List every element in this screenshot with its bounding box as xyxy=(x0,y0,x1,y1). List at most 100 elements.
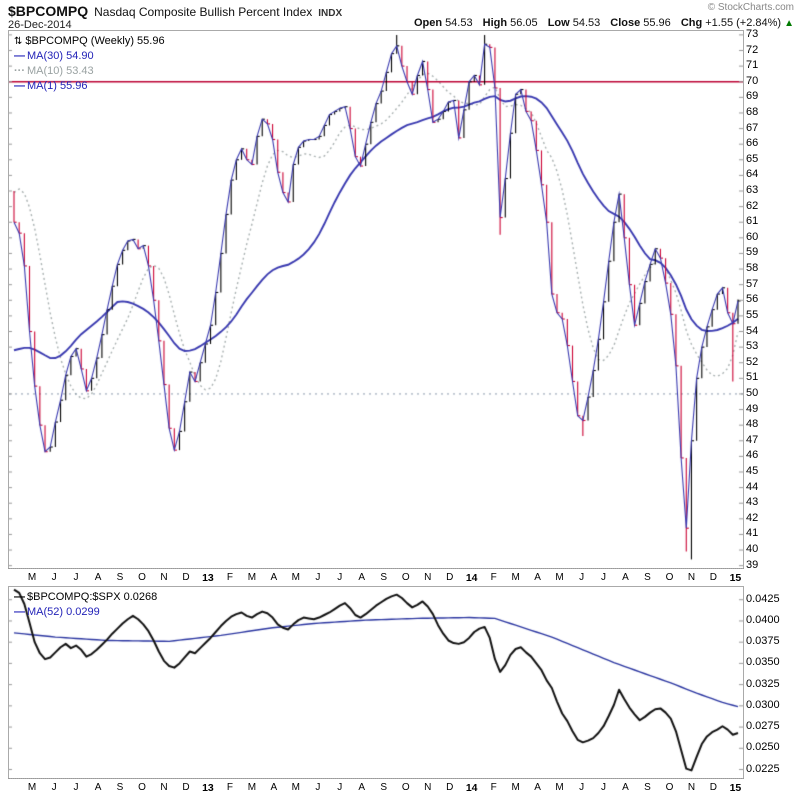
ratio-ytick-label: 0.0275 xyxy=(746,720,780,733)
main-ytick-label: 40 xyxy=(746,543,759,556)
month-tick-label: A xyxy=(358,572,366,583)
main-ytick-label: 45 xyxy=(746,464,759,477)
main-ytick-label: 67 xyxy=(746,121,759,134)
month-tick-label: F xyxy=(226,782,233,793)
ma10-label: MA(10) 53.43 xyxy=(27,65,94,77)
main-ytick-label: 53 xyxy=(746,340,759,353)
legend-series: ⇅ $BPCOMPQ (Weekly) 55.96 xyxy=(14,34,165,49)
month-tick-label: D xyxy=(709,782,718,793)
month-tick-label: A xyxy=(94,782,102,793)
main-ytick-label: 73 xyxy=(746,27,759,40)
main-ytick-label: 39 xyxy=(746,558,759,571)
main-ytick-label: 49 xyxy=(746,402,759,415)
month-tick-label: D xyxy=(182,782,190,793)
year-tick-label: 14 xyxy=(465,572,478,584)
main-ytick-label: 59 xyxy=(746,246,759,259)
month-tick-label: S xyxy=(380,782,388,793)
main-ytick-label: 54 xyxy=(746,324,759,337)
ratio-swatch-icon: — xyxy=(14,591,25,603)
high-label: High xyxy=(482,17,508,29)
main-ytick-label: 41 xyxy=(746,527,759,540)
ma10-swatch-icon: ··· xyxy=(14,65,25,77)
month-tick-label: S xyxy=(380,572,388,583)
month-tick-label: J xyxy=(73,572,79,583)
month-tick-label: S xyxy=(116,572,124,583)
main-ytick-label: 48 xyxy=(746,418,759,431)
month-tick-label: N xyxy=(160,782,168,793)
change-up-triangle-icon: ▲ xyxy=(784,18,794,29)
main-ytick-label: 50 xyxy=(746,386,759,399)
month-tick-label: J xyxy=(601,572,607,583)
ratio-ytick-label: 0.0225 xyxy=(746,762,780,775)
month-tick-label: J xyxy=(579,572,585,583)
main-ytick-label: 62 xyxy=(746,199,759,212)
ratio-chart-canvas xyxy=(8,586,744,779)
month-tick-label: A xyxy=(534,782,541,793)
month-tick-label: J xyxy=(315,572,321,583)
low-label: Low xyxy=(547,17,570,29)
month-tick-label: O xyxy=(665,572,674,583)
month-tick-label: D xyxy=(446,782,454,793)
ratio-chart-legend: — $BPCOMPQ:$SPX 0.0268 — MA(52) 0.0299 xyxy=(14,590,157,620)
ratio-ytick-label: 0.0425 xyxy=(746,592,780,605)
ma52-swatch-icon: — xyxy=(14,606,25,618)
main-chart-legend: ⇅ $BPCOMPQ (Weekly) 55.96 — MA(30) 54.90 ·… xyxy=(14,34,165,94)
month-tick-label: M xyxy=(27,572,37,583)
ma1-swatch-icon: — xyxy=(14,80,25,92)
month-tick-label: A xyxy=(94,572,102,583)
month-tick-label: F xyxy=(226,572,233,583)
month-tick-label: J xyxy=(315,782,321,793)
main-ytick-label: 55 xyxy=(746,308,759,321)
year-tick-label: 14 xyxy=(465,782,478,794)
ratio-ytick-label: 0.0375 xyxy=(746,635,780,648)
main-ytick-label: 51 xyxy=(746,371,759,384)
main-ytick-label: 68 xyxy=(746,105,759,118)
year-tick-label: 15 xyxy=(729,572,742,584)
main-ytick-label: 63 xyxy=(746,184,759,196)
stockcharts-credit: © StockCharts.com xyxy=(707,2,794,13)
month-tick-label: S xyxy=(644,782,651,793)
ratio-ytick-label: 0.0400 xyxy=(746,613,780,626)
high-value: 56.05 xyxy=(510,17,538,29)
month-tick-label: F xyxy=(490,572,497,583)
month-tick-label: O xyxy=(138,782,146,793)
month-tick-label: A xyxy=(270,782,278,793)
month-tick-label: N xyxy=(687,572,696,583)
month-tick-label: M xyxy=(291,782,300,793)
month-tick-label: J xyxy=(73,782,79,793)
ratio-ytick-label: 0.0250 xyxy=(746,741,780,754)
month-tick-label: N xyxy=(424,782,432,793)
month-axis-top: M J J A S O N D 13 F M A M J J A S O N D 14 F M A M J J A S O N D 15 xyxy=(8,568,744,587)
main-price-chart-canvas xyxy=(8,30,744,569)
main-ytick-label: 69 xyxy=(746,90,759,103)
close-value: 55.96 xyxy=(643,17,671,29)
main-ytick-label: 66 xyxy=(746,137,759,150)
month-tick-label: D xyxy=(709,572,718,583)
main-ytick-label: 43 xyxy=(746,496,759,509)
month-tick-label: J xyxy=(337,572,343,583)
month-tick-label: M xyxy=(247,572,257,583)
change-value: +1.55 (+2.84%) xyxy=(705,17,782,29)
ma52-label: MA(52) 0.0299 xyxy=(27,606,100,618)
ma30-label: MA(30) 54.90 xyxy=(27,50,94,62)
month-axis-bottom: M J J A S O N D 13 F M A M J J A S O N D 14 F M A M J J A S O N D 15 xyxy=(8,778,744,795)
main-ytick-label: 72 xyxy=(746,43,759,56)
main-ytick-label: 57 xyxy=(746,277,759,290)
ratio-ytick-label: 0.0300 xyxy=(746,698,780,711)
month-tick-label: N xyxy=(160,572,168,583)
month-tick-label: F xyxy=(490,782,497,793)
year-tick-label: 13 xyxy=(202,572,214,584)
month-tick-label: M xyxy=(511,572,520,583)
open-label: Open xyxy=(413,17,443,29)
ma30-swatch-icon: — xyxy=(14,50,25,62)
main-ytick-label: 58 xyxy=(746,262,759,275)
month-tick-label: J xyxy=(51,782,57,793)
month-tick-label: M xyxy=(291,572,300,583)
quote-summary: Open 54.53 High 56.05 Low 54.53 Close 55.96 … xyxy=(407,17,794,29)
month-tick-label: A xyxy=(622,782,629,793)
month-tick-label: M xyxy=(555,572,564,583)
month-tick-label: A xyxy=(534,572,541,583)
legend-ma30: — MA(30) 54.90 xyxy=(14,49,165,64)
month-tick-label: M xyxy=(27,782,37,793)
month-tick-label: D xyxy=(446,572,454,583)
